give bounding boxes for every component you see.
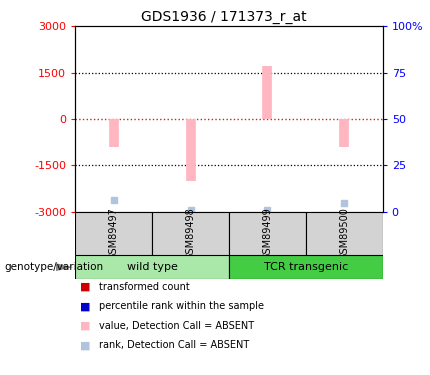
Text: ■: ■ bbox=[80, 321, 90, 331]
Text: percentile rank within the sample: percentile rank within the sample bbox=[99, 302, 264, 311]
Text: ■: ■ bbox=[80, 282, 90, 292]
Text: wild type: wild type bbox=[127, 262, 178, 272]
Text: GDS1936 / 171373_r_at: GDS1936 / 171373_r_at bbox=[141, 10, 307, 24]
Bar bbox=[152, 212, 229, 255]
Bar bbox=[229, 212, 306, 255]
Bar bbox=[229, 255, 383, 279]
Text: GSM89498: GSM89498 bbox=[185, 207, 196, 260]
Text: GSM89499: GSM89499 bbox=[262, 207, 273, 260]
Bar bbox=[306, 212, 383, 255]
Bar bbox=[75, 255, 229, 279]
Text: transformed count: transformed count bbox=[99, 282, 190, 292]
Text: GSM89497: GSM89497 bbox=[109, 207, 119, 260]
Text: GSM89500: GSM89500 bbox=[339, 207, 349, 260]
Text: TCR transgenic: TCR transgenic bbox=[264, 262, 348, 272]
Text: ■: ■ bbox=[80, 340, 90, 350]
Text: ■: ■ bbox=[80, 302, 90, 311]
Polygon shape bbox=[56, 263, 73, 271]
Text: value, Detection Call = ABSENT: value, Detection Call = ABSENT bbox=[99, 321, 254, 331]
Bar bbox=[75, 212, 152, 255]
Text: rank, Detection Call = ABSENT: rank, Detection Call = ABSENT bbox=[99, 340, 249, 350]
Text: genotype/variation: genotype/variation bbox=[4, 262, 104, 272]
